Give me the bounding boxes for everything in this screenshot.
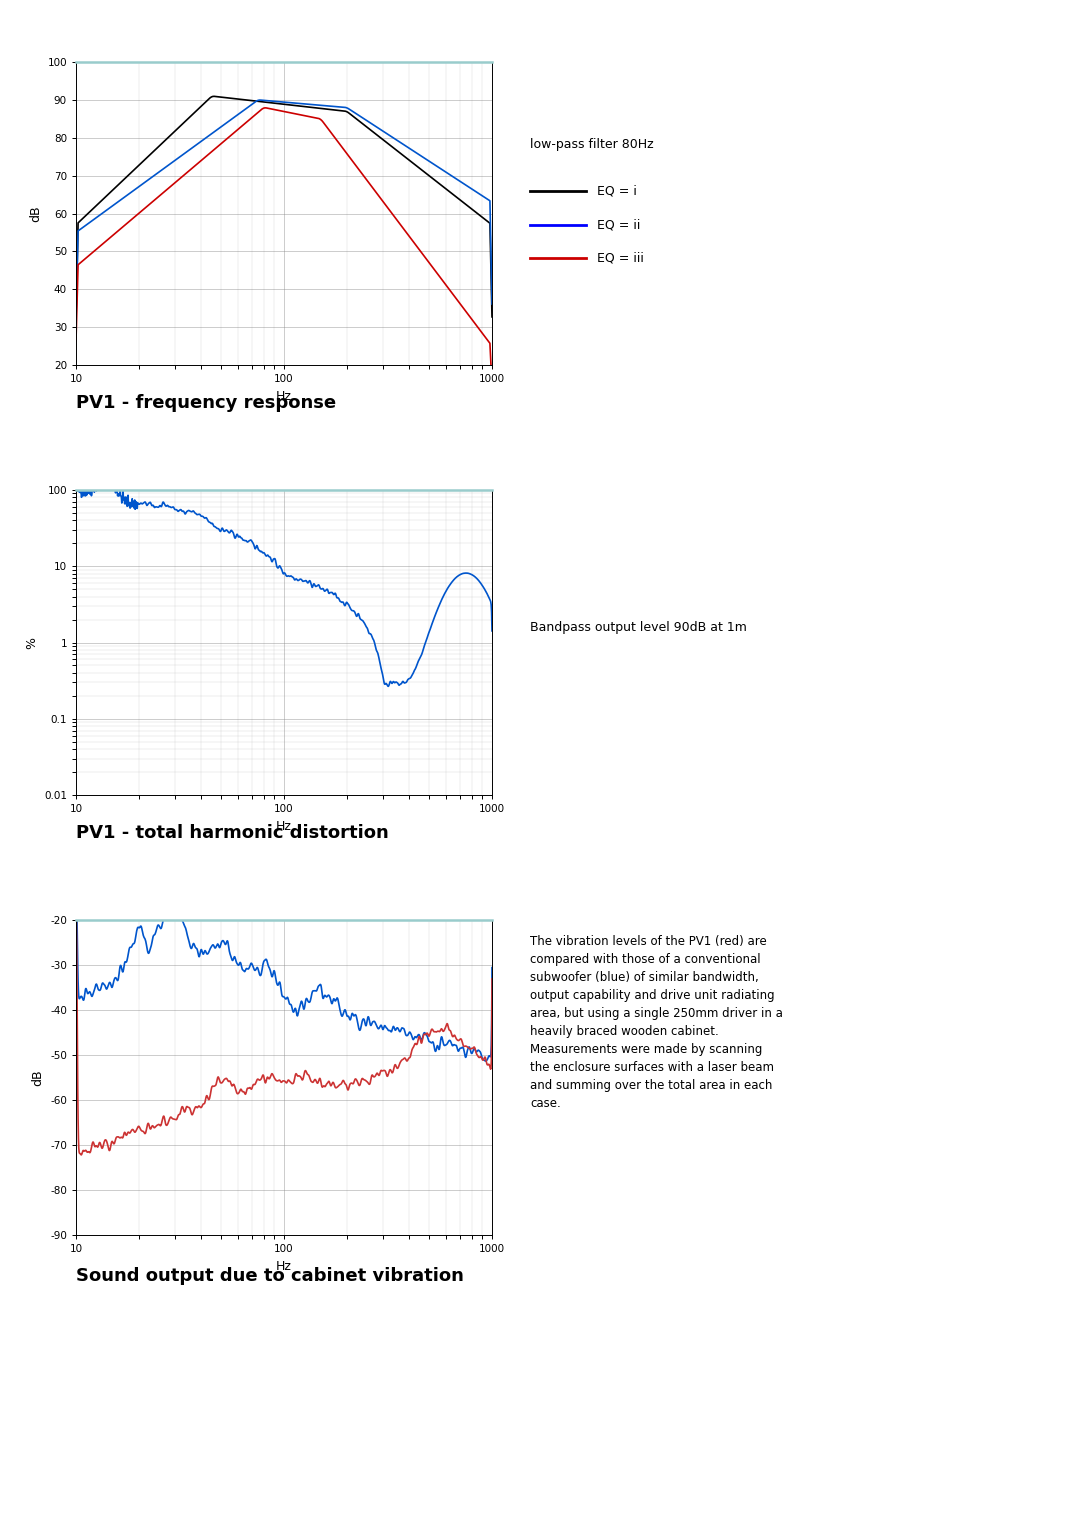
Text: low-pass filter 80Hz: low-pass filter 80Hz	[530, 138, 653, 150]
Text: Bandpass output level 90dB at 1m: Bandpass output level 90dB at 1m	[530, 621, 747, 633]
Text: Sound output due to cabinet vibration: Sound output due to cabinet vibration	[76, 1266, 464, 1285]
Y-axis label: %: %	[26, 636, 39, 648]
Text: The vibration levels of the PV1 (red) are
compared with those of a conventional
: The vibration levels of the PV1 (red) ar…	[530, 935, 783, 1110]
Y-axis label: dB: dB	[29, 205, 42, 222]
Text: PV1 - total harmonic distortion: PV1 - total harmonic distortion	[76, 823, 389, 842]
X-axis label: Hz: Hz	[276, 389, 292, 403]
Y-axis label: dB: dB	[31, 1069, 44, 1085]
Text: EQ = i: EQ = i	[597, 184, 637, 198]
X-axis label: Hz: Hz	[276, 1260, 292, 1272]
X-axis label: Hz: Hz	[276, 820, 292, 832]
Text: EQ = iii: EQ = iii	[597, 251, 644, 265]
Text: EQ = ii: EQ = ii	[597, 218, 640, 231]
Text: PV1 - frequency response: PV1 - frequency response	[76, 394, 336, 412]
